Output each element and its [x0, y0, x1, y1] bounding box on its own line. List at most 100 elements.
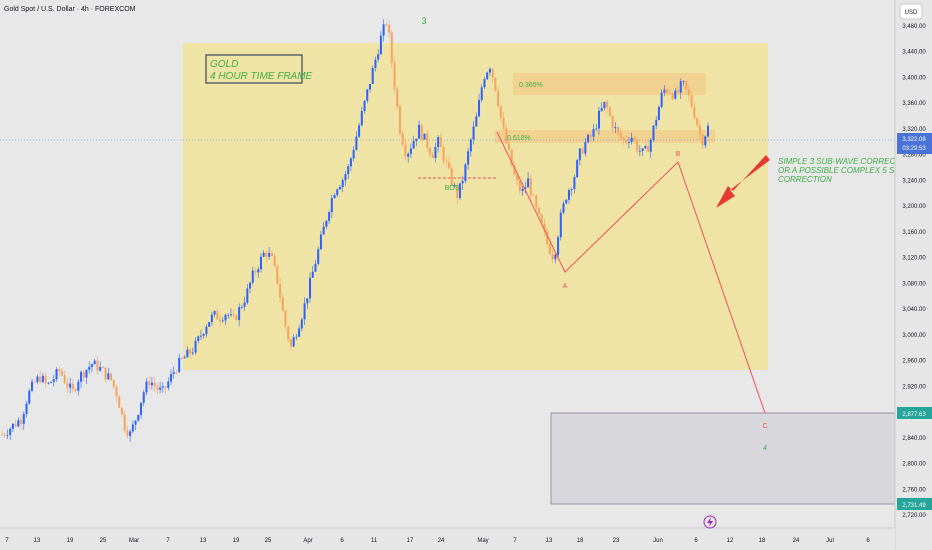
candle-body	[428, 148, 431, 155]
candle-body	[464, 164, 467, 182]
candle-body	[235, 315, 238, 320]
candle-body	[434, 146, 437, 158]
candle-body	[690, 95, 693, 108]
time-tick-label: Mar	[129, 538, 139, 544]
candle-body	[52, 379, 55, 382]
candle-body	[330, 198, 333, 213]
candle-body	[516, 174, 519, 181]
candle-body	[488, 68, 491, 73]
time-tick-label: 13	[34, 538, 41, 544]
candle-body	[167, 381, 170, 388]
candle-body	[543, 223, 546, 232]
price-tick-label: 2,720.00	[902, 513, 926, 519]
candle-body	[696, 118, 699, 126]
time-tick-label: 6	[340, 538, 344, 544]
candle-body	[614, 127, 617, 129]
candle-body	[77, 381, 80, 391]
candle-body	[257, 269, 260, 273]
candle-body	[20, 420, 23, 424]
candle-body	[502, 117, 505, 129]
candle-body	[655, 120, 658, 126]
side-label-upper-badge	[897, 407, 932, 419]
title-line-2: 4 HOUR TIME FRAME	[210, 71, 313, 82]
candle-body	[619, 132, 622, 138]
candle-body	[292, 337, 295, 347]
candle-body	[360, 111, 363, 126]
candle-body	[28, 390, 31, 404]
price-tick-label: 3,480.00	[902, 24, 926, 30]
time-tick-label: Apr	[303, 538, 312, 544]
fib-label-upper: 0.365%	[519, 82, 543, 89]
time-tick-label: 6	[866, 538, 870, 544]
candle-body	[148, 381, 151, 386]
red-arrow-icon	[716, 155, 770, 208]
candle-body	[478, 100, 481, 117]
candle-body	[101, 367, 104, 368]
wave-path	[496, 131, 766, 414]
price-axis[interactable]	[895, 0, 932, 550]
candle-body	[202, 334, 205, 336]
candle-body	[175, 372, 178, 373]
candle-body	[472, 126, 475, 140]
candle-body	[385, 24, 388, 26]
price-tick-label: 3,120.00	[902, 256, 926, 262]
title-line-1: GOLD	[210, 59, 238, 70]
candle-body	[625, 139, 628, 143]
time-axis[interactable]	[0, 528, 895, 550]
candle-body	[14, 423, 17, 427]
candle-body	[58, 369, 61, 371]
time-tick-label: 25	[100, 538, 107, 544]
side-label-lower: 2,731.49	[902, 503, 926, 509]
candle-body	[407, 153, 410, 157]
candle-body	[431, 154, 434, 158]
candle-body	[104, 367, 107, 380]
candle-body	[445, 161, 448, 163]
candle-body	[415, 138, 418, 142]
candle-body	[55, 369, 58, 380]
candle-body	[352, 149, 355, 159]
candle-body	[249, 282, 252, 289]
wave-label-3: 3	[421, 16, 426, 26]
candle-body	[9, 428, 12, 435]
candle-body	[420, 124, 423, 140]
candle-body	[535, 195, 538, 208]
candle-body	[480, 87, 483, 101]
candle-body	[216, 311, 219, 320]
candle-body	[401, 133, 404, 145]
time-tick-label: 18	[577, 538, 584, 544]
candle-body	[251, 270, 254, 283]
candle-body	[93, 360, 96, 365]
candle-body	[396, 89, 399, 107]
candle-body	[284, 310, 287, 327]
time-tick-label: 12	[727, 538, 734, 544]
candle-body	[404, 144, 407, 157]
candle-body	[521, 188, 524, 191]
currency-button[interactable]	[899, 3, 923, 20]
time-tick-label: 25	[265, 538, 272, 544]
candle-body	[456, 184, 459, 199]
price-tick-label: 3,080.00	[902, 281, 926, 287]
candle-body	[442, 147, 445, 162]
candle-body	[325, 220, 328, 227]
lightning-icon[interactable]	[703, 515, 717, 529]
candle-body	[453, 184, 456, 186]
candle-body	[11, 423, 14, 429]
candle-body	[469, 139, 472, 152]
candle-body	[663, 89, 666, 93]
candle-body	[170, 374, 173, 382]
candle-body	[189, 349, 192, 354]
candle-body	[71, 383, 74, 390]
candle-body	[240, 306, 243, 308]
symbol-title[interactable]: Gold Spot / U.S. Dollar · 4h · FOREXCOM	[4, 6, 136, 13]
candle-body	[219, 319, 222, 322]
time-tick-label: May	[477, 538, 488, 544]
candle-body	[254, 270, 257, 273]
candle-body	[565, 199, 568, 204]
candle-body	[268, 252, 271, 257]
price-tick-label: 3,160.00	[902, 230, 926, 236]
candle-body	[573, 177, 576, 190]
candle-body	[159, 387, 162, 390]
candle-body	[229, 314, 232, 316]
candle-body	[126, 430, 129, 436]
